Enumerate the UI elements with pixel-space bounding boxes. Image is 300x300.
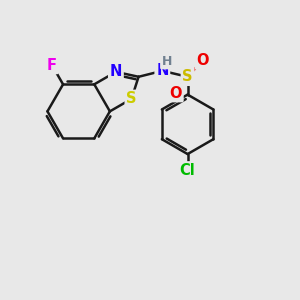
Text: H: H: [162, 55, 172, 68]
Text: N: N: [156, 63, 169, 78]
Text: N: N: [110, 64, 122, 80]
Text: Cl: Cl: [180, 163, 196, 178]
Text: S: S: [182, 69, 193, 84]
Text: O: O: [196, 53, 209, 68]
Text: O: O: [169, 85, 182, 100]
Text: S: S: [126, 92, 137, 106]
Text: F: F: [47, 58, 57, 73]
